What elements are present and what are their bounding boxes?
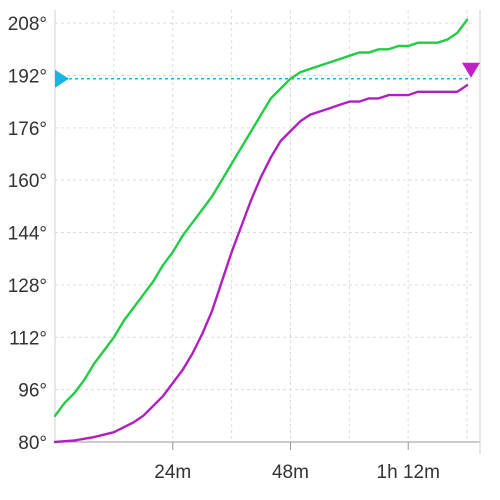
y-tick-label: 208° xyxy=(8,14,47,35)
series-line-0 xyxy=(53,18,469,417)
x-tick-label: 48m xyxy=(272,462,309,483)
y-tick-label: 176° xyxy=(8,119,47,140)
y-tick-label: 96° xyxy=(18,381,47,402)
x-axis-tick-labels: 24m 48m 1h 12m xyxy=(154,462,440,483)
marker-group xyxy=(55,62,480,88)
y-tick-label: 144° xyxy=(8,224,47,245)
target-right-marker[interactable] xyxy=(462,62,480,78)
y-tick-label: 160° xyxy=(8,171,47,192)
y-tick-label: 128° xyxy=(8,276,47,297)
series-line-1 xyxy=(53,84,469,444)
x-tick-label: 24m xyxy=(154,462,191,483)
grid xyxy=(54,10,481,454)
series-group xyxy=(53,18,469,444)
y-tick-label: 112° xyxy=(9,328,47,349)
target-left-marker[interactable] xyxy=(55,69,69,88)
y-axis-tick-labels: 80° 96° 112° 128° 144° 160° 176° 192° 208° xyxy=(8,14,47,454)
y-tick-label: 192° xyxy=(8,66,47,87)
x-tick-label: 1h 12m xyxy=(377,462,440,483)
y-tick-label: 80° xyxy=(18,433,47,454)
